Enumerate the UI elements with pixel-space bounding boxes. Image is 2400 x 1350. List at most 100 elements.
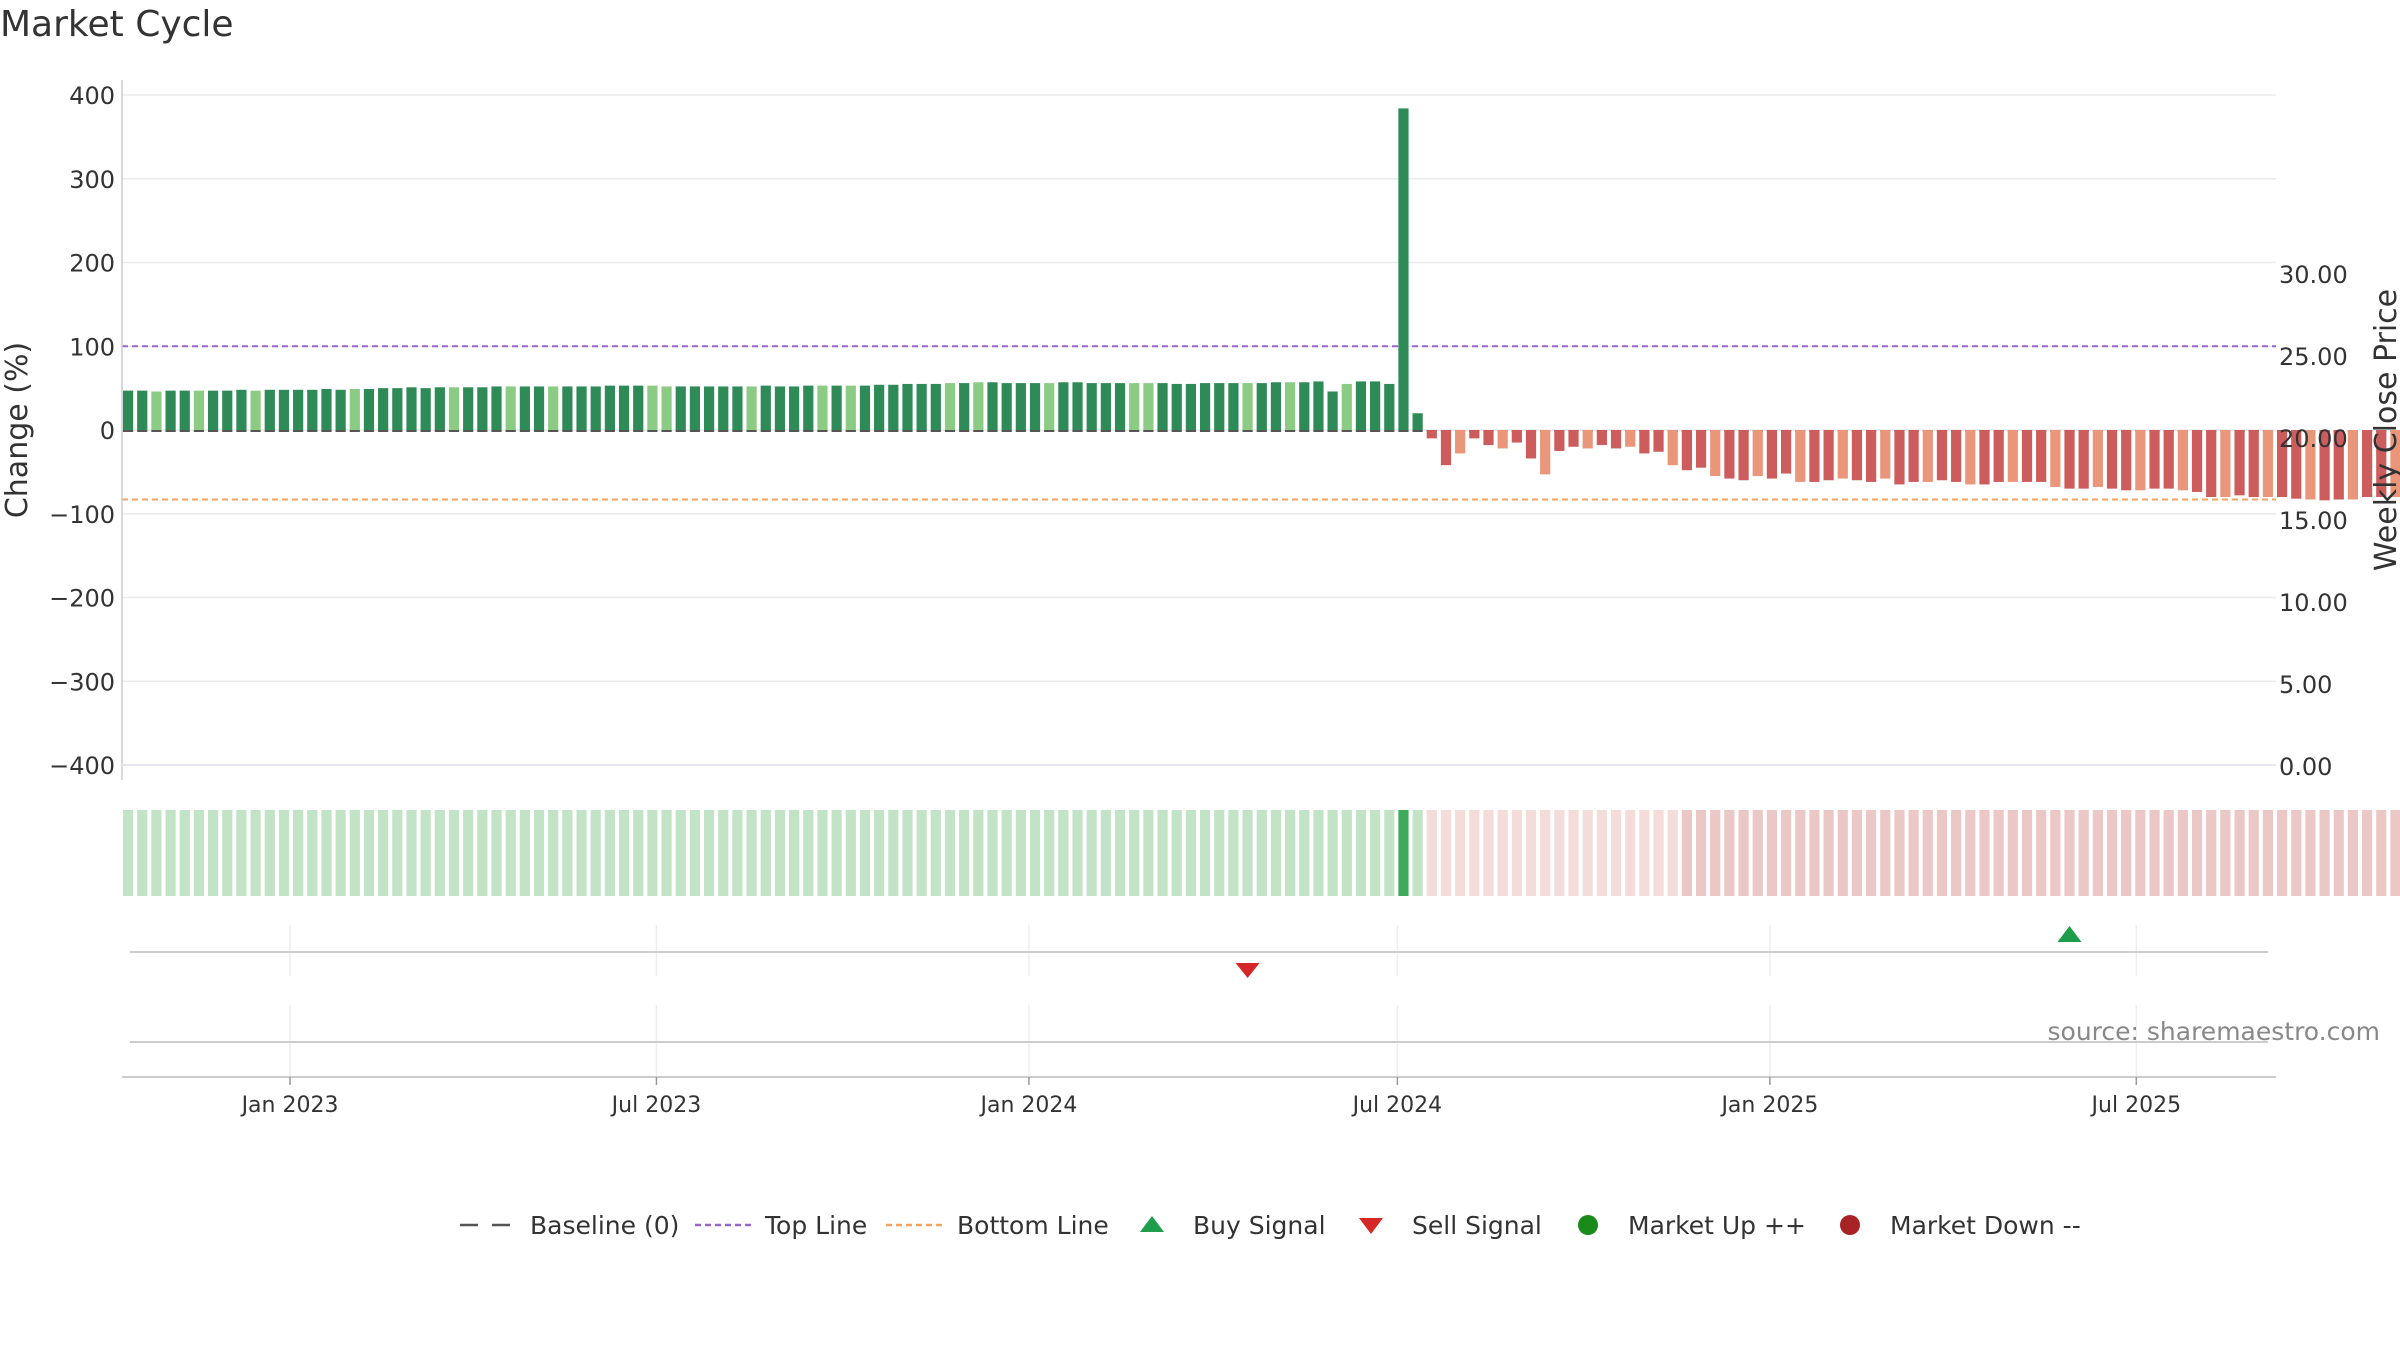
market-strip-cell [1171,810,1182,896]
change-bar [2036,430,2047,482]
market-strip-cell [902,810,913,896]
change-bar [1114,383,1126,430]
change-bar [307,389,318,430]
market-strip-cell [1695,810,1707,896]
change-bar [803,385,814,430]
change-bar [533,386,545,430]
change-bar [1157,383,1168,430]
market-strip-cell [944,810,956,896]
market-strip-cell [2361,810,2373,896]
market-strip-cell [1398,810,1409,896]
change-bar [1993,430,2004,482]
market-strip-cell [406,810,417,896]
market-strip-cell [2007,810,2018,896]
change-bar [1015,383,1026,430]
change-bar [1851,430,1863,481]
market-strip-cell [859,810,871,896]
market-strip-cell [1242,810,1253,896]
market-strip-cell [1639,810,1650,896]
change-bar [1639,430,1650,454]
change-bar [1653,430,1664,452]
market-strip-cell [703,810,715,896]
market-strip-cell [1809,810,1820,896]
change-bar [2333,430,2344,500]
market-strip-cell [817,810,828,896]
market-strip-cell [2319,810,2330,896]
market-strip-cell [1327,810,1338,896]
change-bar [1313,381,1324,430]
market-strip-cell [491,810,502,896]
market-strip-cell [2149,810,2160,896]
market-strip-cell [1511,810,1522,896]
change-bar [746,386,757,430]
change-bar [1710,430,1721,477]
change-bar [1908,430,1919,482]
market-strip-cell [1837,810,1848,896]
change-bar [2092,430,2103,487]
market-strip-cell [1710,810,1721,896]
market-strip-cell [1058,810,1069,896]
change-bar [463,387,474,430]
y-tick-label-right: 10.00 [2279,589,2348,617]
x-tick-label: Jul 2023 [610,1093,702,1118]
market-strip-cell [732,810,743,896]
change-bar [987,382,998,430]
market-strip-cell [2220,810,2231,896]
market-strip-cell [1412,810,1423,896]
market-strip-cell [647,810,658,896]
market-strip-cell [1214,810,1225,896]
market-strip-cell [1766,810,1778,896]
legend-entry: Sell Signal [1412,1211,1542,1240]
market-strip-cell [2262,810,2274,896]
market-strip-cell [831,810,842,896]
change-bar [2390,430,2400,497]
change-bar [1681,430,1692,471]
change-bar [774,386,786,430]
y-tick-label-right: 0.00 [2279,753,2332,781]
change-bar [1894,430,1905,485]
market-strip-cell [2291,810,2302,896]
change-bar [2135,430,2146,491]
market-strip-cell [888,810,899,896]
change-bar [519,386,530,430]
y-tick-label-left: 300 [69,166,115,194]
change-bar [1100,383,1111,430]
change-bar [1412,413,1423,430]
x-tick-label: Jan 2025 [1719,1093,1818,1118]
market-strip-cell [2106,810,2118,896]
market-strip-cell [2177,810,2188,896]
change-bars [122,108,2400,501]
market-strip-cell [562,810,573,896]
change-bar [477,387,488,430]
market-strip-cell [789,810,800,896]
change-bar [207,390,219,430]
market-strip-cell [264,810,275,896]
change-bar [2319,430,2330,501]
market-strip-cell [1993,810,2004,896]
y-tick-label-right: 20.00 [2279,425,2348,453]
change-bar [1752,430,1763,477]
market-strip-cell [618,810,630,896]
market-strip-cell [930,810,941,896]
change-bar [1370,381,1381,430]
change-bar [2121,430,2132,491]
market-strip-cell [2333,810,2344,896]
market-strip-cell [2390,810,2400,896]
change-bar [973,382,984,430]
market-strip-cell [1908,810,1919,896]
change-bar [902,383,913,430]
market-strip-cell [973,810,984,896]
change-bar [1965,430,1976,485]
change-bar [562,386,573,430]
change-bar [122,390,134,430]
market-strip-cell [987,810,998,896]
market-strip-cell [1072,810,1083,896]
change-bar [1837,430,1848,479]
change-bar [930,383,941,430]
market-strip-cell [2163,810,2174,896]
market-strip-cell [2305,810,2316,896]
change-bar [505,386,516,430]
market-strip-cell [548,810,559,896]
legend-entry: Market Down -- [1890,1211,2081,1240]
